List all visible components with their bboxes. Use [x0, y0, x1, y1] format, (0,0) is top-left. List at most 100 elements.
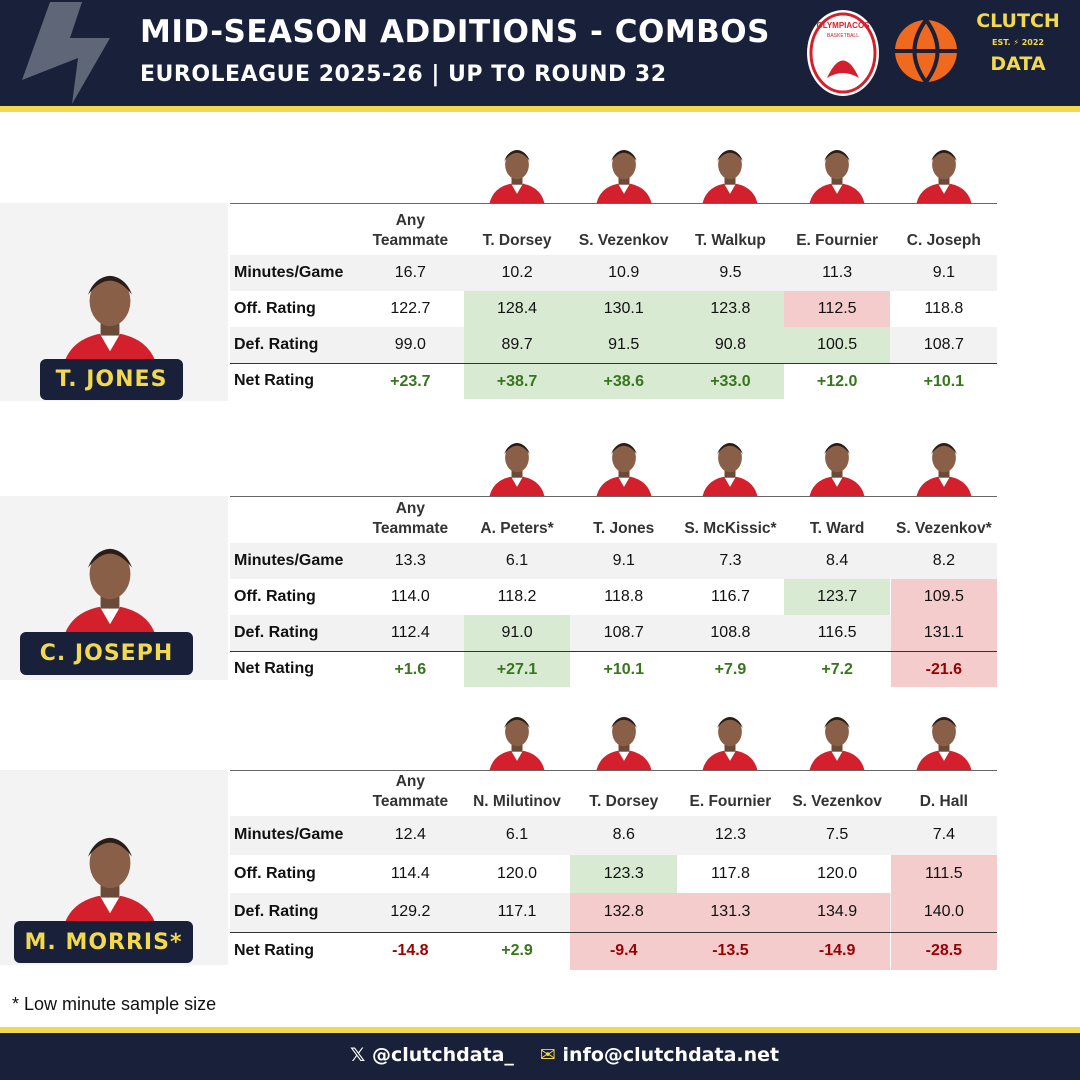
row-label: Def. Rating [234, 903, 319, 921]
table-cell: -9.4 [570, 932, 678, 970]
teammate-photo [809, 149, 865, 203]
table-cell: +10.1 [923, 372, 965, 390]
teammate-photo [489, 442, 545, 496]
table-cell: 128.4 [463, 291, 571, 327]
column-header: Any Teammate [372, 212, 449, 249]
table-cell: 114.0 [390, 588, 430, 605]
table-cell: 9.1 [932, 264, 955, 281]
brand-top: CLUTCH [976, 10, 1060, 32]
table-cell: 12.3 [714, 826, 746, 844]
column-header: E. Fournier [689, 793, 772, 810]
table-cell: 10.2 [501, 264, 533, 281]
row-label: Def. Rating [234, 336, 319, 353]
column-header: D. Hall [919, 793, 968, 810]
brand-est-row: EST. ⚡ 2022 [992, 38, 1044, 47]
table-cell: 118.2 [497, 588, 537, 605]
table-cell: -28.5 [890, 932, 998, 970]
row-band [230, 255, 998, 291]
column-header: Any Teammate [372, 500, 449, 537]
table-cell: 131.1 [890, 615, 998, 651]
teammate-photo [916, 149, 972, 203]
table-cell: 129.2 [390, 903, 431, 921]
table-cell: 8.4 [826, 552, 849, 569]
header-accent [0, 106, 1080, 112]
footer-accent [0, 1027, 1080, 1033]
table-cell: 123.7 [783, 579, 891, 615]
player-badge: T. JONES [40, 359, 183, 400]
teammate-photo [703, 716, 758, 770]
row-band [230, 543, 998, 579]
table-cell: 117.1 [497, 903, 537, 921]
table-cell: -14.9 [783, 932, 891, 970]
table-cell: -21.6 [890, 652, 998, 687]
table-cell: 122.7 [390, 300, 431, 317]
table-cell: 12.4 [394, 826, 426, 844]
table-cell: 8.6 [612, 826, 635, 844]
brand-logo: CLUTCH EST. ⚡ 2022 DATA [966, 10, 1070, 90]
teammate-photo [916, 716, 972, 770]
column-header: S. Vezenkov [792, 793, 882, 810]
table-cell: 6.1 [505, 552, 529, 569]
table-cell: 132.8 [570, 893, 678, 932]
bolt-icon [22, 2, 110, 104]
table-cell: 7.4 [932, 826, 955, 844]
column-header: Any Teammate [372, 773, 449, 810]
teammate-photo [809, 716, 865, 770]
teammate-photo [596, 149, 652, 203]
column-header: S. Vezenkov [578, 232, 669, 249]
row-band [230, 816, 998, 855]
table-cell: +10.1 [603, 660, 644, 678]
table-top-rule [230, 770, 998, 771]
table-cell: +38.6 [570, 364, 678, 399]
table-cell: +7.2 [821, 660, 853, 678]
twitter: @clutchdata_ [371, 1044, 514, 1066]
table-cell: 91.5 [570, 327, 678, 363]
row-label: Off. Rating [234, 588, 316, 605]
table-cell: 111.5 [890, 854, 998, 893]
table-cell: 130.1 [570, 291, 678, 327]
league-logo [895, 18, 957, 84]
table-cell: +38.7 [463, 364, 571, 399]
team-logo: OLYMPIACOS BASKETBALL [807, 10, 879, 96]
table-cell: 108.7 [603, 624, 644, 641]
table-cell: 108.8 [710, 624, 751, 641]
footer-bar [0, 1033, 1080, 1080]
table-cell: -14.8 [392, 942, 429, 960]
table-cell: 120.0 [497, 864, 538, 882]
table-cell: 11.3 [822, 264, 853, 281]
twitter-handle: 𝕏 @clutchdata_ [350, 1044, 514, 1066]
table-cell: 116.5 [817, 624, 857, 641]
table-cell: 116.7 [711, 588, 750, 605]
row-label: Def. Rating [234, 624, 319, 641]
row-label: Off. Rating [234, 300, 316, 317]
table-cell: 16.7 [394, 264, 426, 281]
table-cell: 114.4 [390, 864, 430, 882]
team-logo-sub: BASKETBALL [827, 33, 859, 39]
brand-bottom: DATA [990, 53, 1046, 75]
row-label: Net Rating [234, 941, 314, 959]
teammate-photo [916, 442, 972, 496]
row-band [230, 615, 998, 651]
footnote: * Low minute sample size [12, 994, 217, 1014]
table-cell: 131.3 [677, 893, 784, 932]
table-cell: 117.8 [711, 864, 750, 882]
table-cell: +27.1 [463, 652, 571, 687]
column-header: T. Dorsey [589, 793, 659, 810]
column-header: S. McKissic* [684, 520, 777, 537]
column-header: T. Dorsey [482, 232, 552, 249]
table-cell: 7.5 [826, 826, 849, 844]
teammate-photo [489, 149, 545, 203]
row-label: Minutes/Game [234, 826, 344, 844]
table-cell: 109.5 [890, 579, 998, 615]
column-header: C. Joseph [906, 232, 981, 249]
row-label: Minutes/Game [234, 264, 344, 281]
header-bar: MID-SEASON ADDITIONS - COMBOS EUROLEAGUE… [0, 0, 1080, 106]
player-badge: M. MORRIS* [14, 921, 193, 963]
row-label: Off. Rating [234, 864, 316, 882]
column-header: N. Milutinov [473, 793, 561, 810]
team-logo-text: OLYMPIACOS [816, 21, 870, 30]
table-top-rule [230, 496, 998, 497]
column-header: S. Vezenkov* [896, 520, 992, 537]
table-cell: +23.7 [390, 372, 431, 390]
